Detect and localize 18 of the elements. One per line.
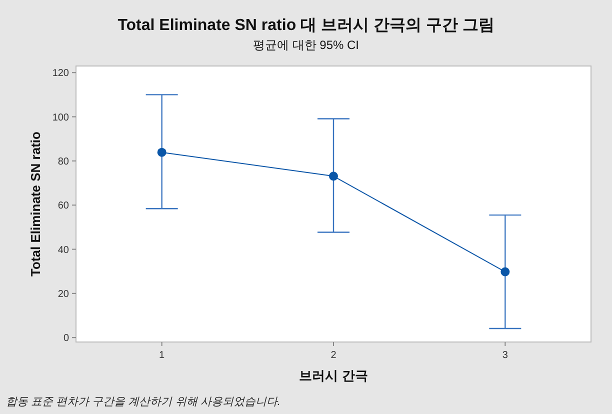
point — [500, 267, 510, 276]
y-axis-title: Total Eliminate SN ratio — [28, 131, 43, 276]
y-tick-label: 100 — [52, 112, 70, 124]
y-tick-label: 40 — [58, 244, 70, 256]
x-axis-title: 브러시 간극 — [299, 368, 368, 383]
chart-subtitle: 평균에 대한 95% CI — [252, 38, 360, 52]
y-tick-label: 0 — [63, 333, 70, 344]
y-tick-label: 120 — [52, 68, 70, 80]
text: 합동 표준 편차가 구간을 계산하기 위해 사용되었습니다. — [6, 396, 280, 408]
y-tick-label: 80 — [58, 156, 70, 168]
point — [157, 148, 166, 157]
y-tick-label: 20 — [58, 288, 70, 300]
y-tick-label: 60 — [58, 200, 70, 212]
chart-title: Total Eliminate SN ratio 대 브러시 간극의 구간 그림 — [118, 17, 494, 34]
x-tick-label: 2 — [330, 350, 337, 361]
point — [329, 172, 338, 181]
x-tick-label: 1 — [159, 350, 166, 361]
x-tick-label: 3 — [502, 350, 508, 361]
